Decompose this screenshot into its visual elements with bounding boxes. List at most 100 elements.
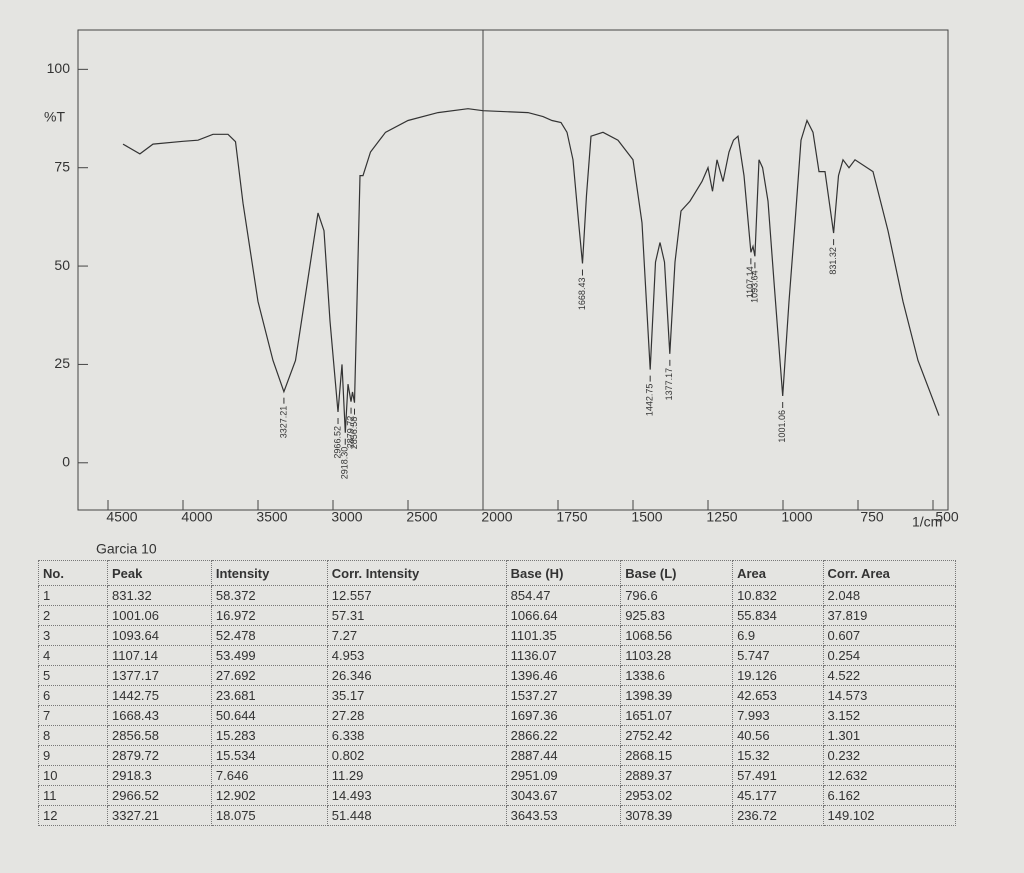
table-cell: Corr. Area (822, 560, 957, 586)
table-cell: 15.283 (210, 725, 328, 746)
table-cell: 3.152 (822, 705, 957, 726)
table-cell: 2866.22 (505, 725, 622, 746)
table-cell: 57.491 (732, 765, 824, 786)
table-cell: 1101.35 (505, 625, 622, 646)
peak-label: 1093.64 (749, 270, 759, 303)
table-cell: 0.607 (822, 625, 957, 646)
table-cell: 26.346 (326, 665, 507, 686)
table-cell: 4.522 (822, 665, 957, 686)
table-cell: 1093.64 (107, 625, 212, 646)
table-cell: 40.56 (732, 725, 824, 746)
table-cell: 7.646 (210, 765, 328, 786)
x-tick-label: 2000 (481, 509, 512, 525)
table-cell: 1377.17 (107, 665, 212, 686)
x-tick-label: 500 (935, 509, 959, 525)
table-cell: 52.478 (210, 625, 328, 646)
table-cell: 2918.3 (107, 765, 212, 786)
table-cell: 7.27 (326, 625, 507, 646)
x-axis-unit: 1/cm (912, 514, 942, 530)
table-cell: 16.972 (210, 605, 328, 626)
table-cell: 6.162 (822, 785, 957, 806)
table-cell: 42.653 (732, 685, 824, 706)
table-cell: 149.102 (822, 805, 957, 826)
y-tick-label: 100 (47, 60, 71, 76)
table-cell: 12.632 (822, 765, 957, 786)
table-cell: 1001.06 (107, 605, 212, 626)
table-cell: 2951.09 (505, 765, 622, 786)
peak-label: 831.32 (828, 247, 838, 275)
spectrum-line (122, 108, 940, 433)
x-tick-label: 750 (860, 509, 884, 525)
peak-label: 2966.52 (332, 426, 342, 459)
table-cell: 1066.64 (505, 605, 622, 626)
x-tick-label: 4000 (181, 509, 212, 525)
table-cell: 1136.07 (505, 645, 622, 666)
table-row: 1 831.32 58.372 12.557 854.47 796.6 10.832 2.04… (38, 585, 957, 606)
peak-label: 2918.30 (340, 447, 350, 480)
table-cell: 1697.36 (505, 705, 622, 726)
table-cell: 4.953 (326, 645, 507, 666)
table-cell: 1537.27 (505, 685, 622, 706)
table-row: 4 1107.14 53.499 4.953 1136.07 1103.28 5.747 0.… (38, 645, 957, 666)
table-cell: Base (H) (505, 560, 622, 586)
table-cell: 6 (38, 685, 108, 706)
peak-label: 1001.06 (777, 410, 787, 443)
table-cell: 55.834 (732, 605, 824, 626)
x-tick-label: 1250 (706, 509, 737, 525)
table-cell: 3643.53 (505, 805, 622, 826)
table-cell: 2953.02 (620, 785, 734, 806)
table-cell: 3 (38, 625, 108, 646)
caption: Garcia 10 (96, 541, 157, 557)
table-cell: 2752.42 (620, 725, 734, 746)
table-cell: 831.32 (107, 585, 212, 606)
table-cell: Base (L) (620, 560, 734, 586)
table-row: 12 3327.21 18.075 51.448 3643.53 3078.39 236.7… (38, 805, 957, 826)
table-cell: Peak (107, 560, 212, 586)
y-tick-label: 0 (62, 453, 70, 469)
table-cell: 9 (38, 745, 108, 766)
table-cell: 925.83 (620, 605, 734, 626)
table-row: 5 1377.17 27.692 26.346 1396.46 1338.6 19.126 4… (38, 665, 957, 686)
table-cell: 1668.43 (107, 705, 212, 726)
table-row: 7 1668.43 50.644 27.28 1697.36 1651.07 7.993 3.… (38, 705, 957, 726)
peak-table: No. Peak Intensity Corr. Intensity Base (H) B… (38, 560, 957, 826)
table-row: 8 2856.58 15.283 6.338 2866.22 2752.42 40.56 1.… (38, 725, 957, 746)
table-cell: 7.993 (732, 705, 824, 726)
table-cell: 1.301 (822, 725, 957, 746)
table-row: 2 1001.06 16.972 57.31 1066.64 925.83 55.834 37… (38, 605, 957, 626)
peak-label: 1442.75 (645, 384, 655, 417)
table-cell: 3078.39 (620, 805, 734, 826)
x-tick-label: 2500 (406, 509, 437, 525)
table-cell: 58.372 (210, 585, 328, 606)
x-tick-label: 4500 (106, 509, 137, 525)
table-cell: 2889.37 (620, 765, 734, 786)
peak-label: 3327.21 (278, 406, 288, 439)
table-cell: 1068.56 (620, 625, 734, 646)
table-row: 6 1442.75 23.681 35.17 1537.27 1398.39 42.653 1… (38, 685, 957, 706)
table-cell: 2879.72 (107, 745, 212, 766)
table-cell: 35.17 (326, 685, 507, 706)
x-tick-label: 3000 (331, 509, 362, 525)
x-tick-label: 3500 (256, 509, 287, 525)
table-cell: 5 (38, 665, 108, 686)
peak-label: 2856.58 (349, 417, 359, 450)
table-cell: 2966.52 (107, 785, 212, 806)
table-cell: Intensity (210, 560, 328, 586)
table-row: 10 2918.3 7.646 11.29 2951.09 2889.37 57.491 12… (38, 765, 957, 786)
table-cell: 2 (38, 605, 108, 626)
table-cell: 2.048 (822, 585, 957, 606)
table-cell: 12.557 (326, 585, 507, 606)
table-cell: 1103.28 (620, 645, 734, 666)
table-cell: 2868.15 (620, 745, 734, 766)
table-row: 9 2879.72 15.534 0.802 2887.44 2868.15 15.32 0.… (38, 745, 957, 766)
table-cell: 53.499 (210, 645, 328, 666)
table-cell: 14.573 (822, 685, 957, 706)
table-cell: 6.338 (326, 725, 507, 746)
table-cell: 236.72 (732, 805, 824, 826)
chart: Garcia 10 %T 1/cm 0 25 50 75 100 4500 4000 3500… (44, 29, 959, 557)
table-cell: 27.692 (210, 665, 328, 686)
table-cell: 3327.21 (107, 805, 212, 826)
table-cell: 50.644 (210, 705, 328, 726)
table-cell: 3043.67 (505, 785, 622, 806)
table-cell: 1442.75 (107, 685, 212, 706)
